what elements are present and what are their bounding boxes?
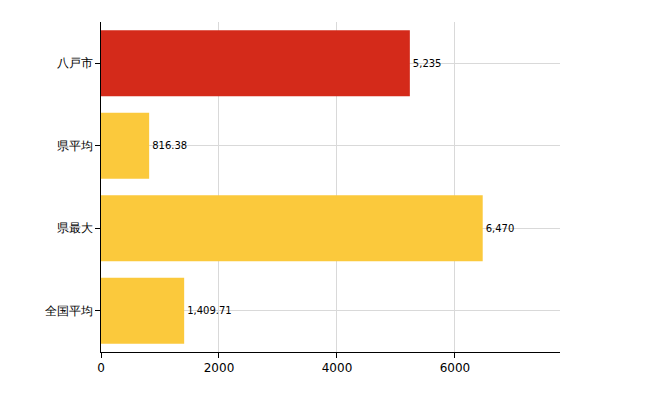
svg-text:4000: 4000 (322, 361, 353, 375)
svg-text:6000: 6000 (440, 361, 471, 375)
svg-text:八戸市: 八戸市 (57, 56, 93, 70)
svg-text:県平均: 県平均 (57, 139, 93, 153)
svg-text:県最大: 県最大 (57, 221, 93, 235)
svg-text:全国平均: 全国平均 (45, 304, 93, 318)
svg-text:816.38: 816.38 (152, 140, 187, 151)
svg-text:1,409.71: 1,409.71 (187, 305, 232, 316)
svg-text:6,470: 6,470 (486, 223, 515, 234)
svg-text:2000: 2000 (204, 361, 235, 375)
svg-text:0: 0 (97, 361, 105, 375)
svg-text:5,235: 5,235 (413, 58, 442, 69)
